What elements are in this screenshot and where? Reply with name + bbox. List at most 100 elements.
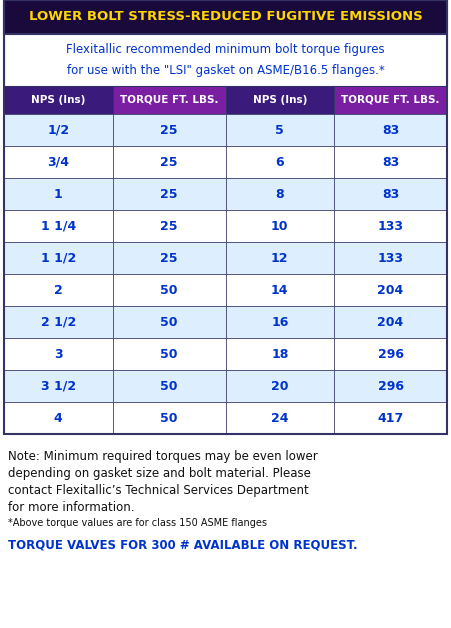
Bar: [4, 338, 113, 370]
Text: *Above torque values are for class 150 ASME flanges: *Above torque values are for class 150 A…: [8, 518, 267, 528]
Text: 8: 8: [276, 188, 284, 200]
Text: contact Flexitallic’s Technical Services Department: contact Flexitallic’s Technical Services…: [8, 484, 309, 497]
Text: 12: 12: [271, 251, 289, 264]
Text: TORQUE VALVES FOR 300 # AVAILABLE ON REQUEST.: TORQUE VALVES FOR 300 # AVAILABLE ON REQ…: [8, 538, 358, 551]
Bar: [334, 178, 447, 210]
Bar: [113, 402, 226, 434]
Bar: [334, 370, 447, 402]
Text: 25: 25: [160, 156, 178, 168]
Bar: [4, 210, 113, 242]
Text: 3 1/2: 3 1/2: [41, 379, 76, 392]
Bar: [4, 242, 113, 274]
Bar: [4, 34, 447, 86]
Bar: [113, 210, 226, 242]
Text: 296: 296: [377, 347, 404, 360]
Text: 24: 24: [271, 411, 289, 425]
Bar: [4, 34, 447, 86]
Text: 1: 1: [54, 188, 63, 200]
Text: for use with the "LSI" gasket on ASME/B16.5 flanges.*: for use with the "LSI" gasket on ASME/B1…: [67, 64, 384, 77]
Text: 16: 16: [271, 315, 289, 328]
Bar: [334, 338, 447, 370]
Text: 6: 6: [276, 156, 284, 168]
Bar: [334, 86, 447, 114]
Text: 204: 204: [377, 315, 404, 328]
Bar: [226, 114, 334, 146]
Bar: [226, 242, 334, 274]
Text: 2: 2: [54, 283, 63, 296]
Text: 83: 83: [382, 188, 399, 200]
Bar: [113, 274, 226, 306]
Text: 25: 25: [160, 124, 178, 136]
Bar: [113, 370, 226, 402]
Bar: [4, 0, 447, 34]
Text: 133: 133: [377, 251, 404, 264]
Bar: [4, 146, 113, 178]
Text: TORQUE FT. LBS.: TORQUE FT. LBS.: [120, 95, 218, 105]
Bar: [226, 178, 334, 210]
Text: Flexitallic recommended minimum bolt torque figures: Flexitallic recommended minimum bolt tor…: [66, 43, 385, 56]
Text: 204: 204: [377, 283, 404, 296]
Text: 83: 83: [382, 156, 399, 168]
Text: 83: 83: [382, 124, 399, 136]
Text: 50: 50: [160, 411, 178, 425]
Bar: [4, 274, 113, 306]
Text: 1 1/2: 1 1/2: [41, 251, 76, 264]
Text: LOWER BOLT STRESS-REDUCED FUGITIVE EMISSIONS: LOWER BOLT STRESS-REDUCED FUGITIVE EMISS…: [28, 11, 423, 23]
Bar: [334, 306, 447, 338]
Bar: [4, 306, 113, 338]
Text: 1 1/4: 1 1/4: [41, 220, 76, 232]
Text: 50: 50: [160, 315, 178, 328]
Bar: [113, 242, 226, 274]
Bar: [4, 86, 113, 114]
Text: for more information.: for more information.: [8, 501, 134, 514]
Bar: [226, 306, 334, 338]
Bar: [334, 210, 447, 242]
Bar: [334, 274, 447, 306]
Text: 3/4: 3/4: [47, 156, 69, 168]
Text: 25: 25: [160, 188, 178, 200]
Text: 417: 417: [377, 411, 404, 425]
Bar: [334, 114, 447, 146]
Text: NPS (Ins): NPS (Ins): [253, 95, 307, 105]
Bar: [4, 0, 447, 34]
Bar: [334, 146, 447, 178]
Text: 2 1/2: 2 1/2: [41, 315, 76, 328]
Bar: [334, 242, 447, 274]
Text: depending on gasket size and bolt material. Please: depending on gasket size and bolt materi…: [8, 467, 311, 480]
Bar: [226, 210, 334, 242]
Bar: [113, 178, 226, 210]
Bar: [226, 274, 334, 306]
Text: 3: 3: [54, 347, 63, 360]
Bar: [4, 114, 113, 146]
Text: 25: 25: [160, 251, 178, 264]
Bar: [334, 402, 447, 434]
Text: 25: 25: [160, 220, 178, 232]
Text: NPS (Ins): NPS (Ins): [31, 95, 85, 105]
Text: 5: 5: [276, 124, 284, 136]
Bar: [113, 86, 226, 114]
Text: 50: 50: [160, 379, 178, 392]
Bar: [226, 370, 334, 402]
Text: TORQUE FT. LBS.: TORQUE FT. LBS.: [341, 95, 440, 105]
Text: 14: 14: [271, 283, 289, 296]
Bar: [226, 402, 334, 434]
Text: Note: Minimum required torques may be even lower: Note: Minimum required torques may be ev…: [8, 450, 318, 463]
Text: 133: 133: [377, 220, 404, 232]
Text: 20: 20: [271, 379, 289, 392]
Text: 50: 50: [160, 283, 178, 296]
Bar: [113, 146, 226, 178]
Text: 1/2: 1/2: [47, 124, 69, 136]
Text: 10: 10: [271, 220, 289, 232]
Bar: [226, 86, 334, 114]
Text: 50: 50: [160, 347, 178, 360]
Bar: [4, 0, 447, 434]
Bar: [4, 402, 113, 434]
Text: 18: 18: [271, 347, 289, 360]
Text: 4: 4: [54, 411, 63, 425]
Bar: [4, 178, 113, 210]
Bar: [226, 338, 334, 370]
Text: 296: 296: [377, 379, 404, 392]
Bar: [4, 370, 113, 402]
Bar: [113, 338, 226, 370]
Bar: [226, 146, 334, 178]
